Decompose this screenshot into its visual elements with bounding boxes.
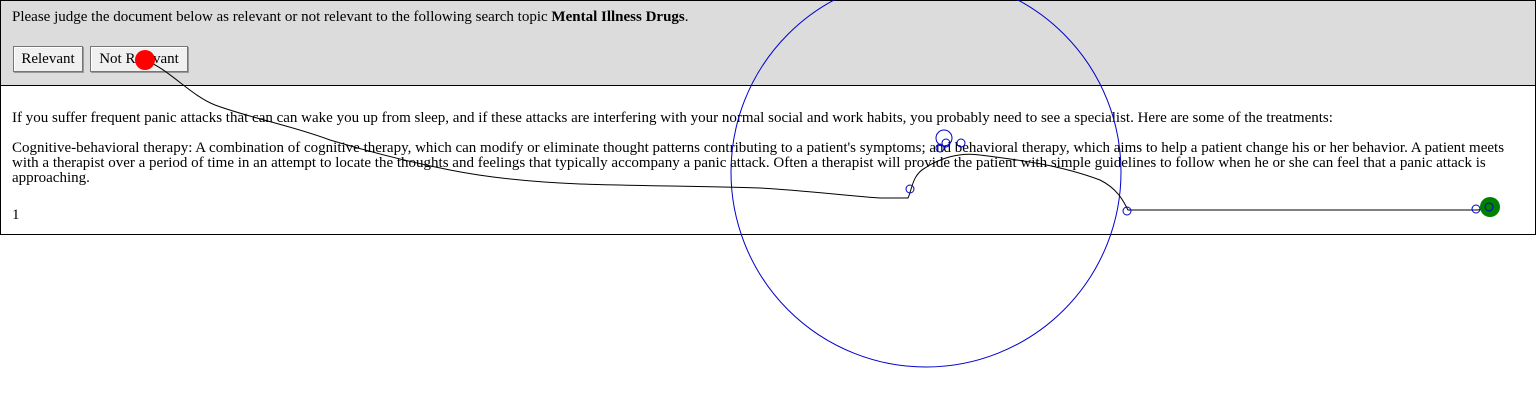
judgment-panel: Please judge the document below as relev… [0,0,1536,86]
instruction-text: Please judge the document below as relev… [12,9,552,25]
search-topic: Mental Illness Drugs [551,9,685,25]
not-relevant-button[interactable]: Not Relevant [90,46,188,72]
document-paragraph: Cognitive-behavioral therapy: A combinat… [12,140,1505,186]
document-body: If you suffer frequent panic attacks tha… [12,111,1527,201]
relevant-button[interactable]: Relevant [13,46,83,72]
judgment-instruction: Please judge the document below as relev… [12,9,689,26]
document-paragraph: If you suffer frequent panic attacks tha… [12,110,1333,126]
page-number: 1 [12,207,20,223]
instruction-end: . [684,9,689,25]
document-panel: If you suffer frequent panic attacks tha… [0,85,1536,235]
